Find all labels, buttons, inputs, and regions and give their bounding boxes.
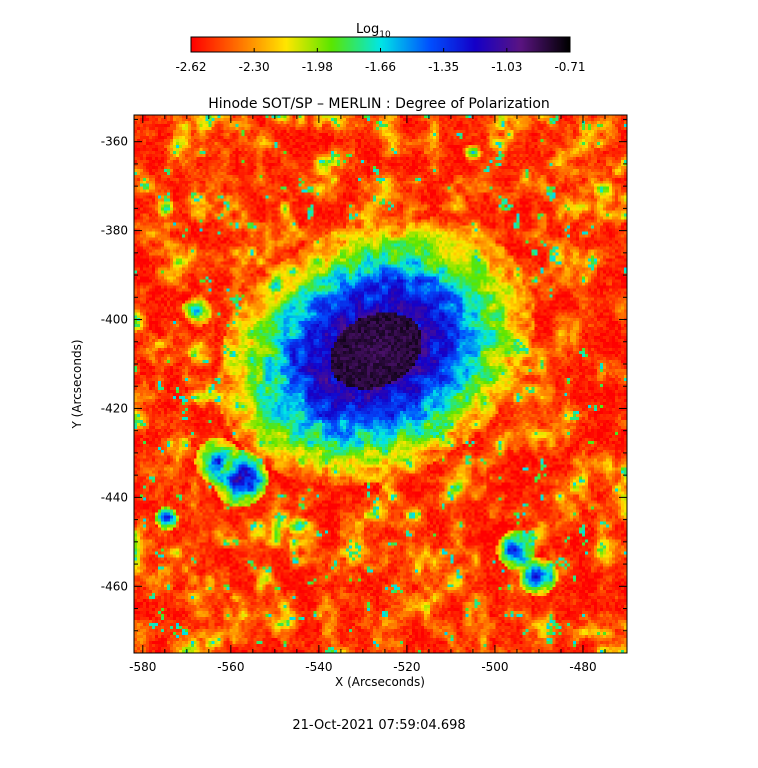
colorbar-tick-label: -2.62 — [175, 60, 206, 74]
colorbar-tick-label: -2.30 — [239, 60, 270, 74]
x-tick-label: -500 — [481, 660, 508, 674]
colorbar-ticks: -2.62 -2.30 -1.98 -1.66 -1.35 -1.03 -0.71 — [175, 48, 586, 74]
x-tick-label: -480 — [569, 660, 596, 674]
colorbar-tick-label: -1.03 — [491, 60, 522, 74]
polarization-map — [134, 115, 627, 653]
y-tick-label: -400 — [101, 313, 128, 327]
y-tick-label: -440 — [101, 490, 128, 504]
colorbar-tick-label: -0.71 — [554, 60, 585, 74]
x-axis-label: X (Arcseconds) — [335, 675, 425, 689]
timestamp: 21-Oct-2021 07:59:04.698 — [292, 718, 465, 733]
colorbar-tick-label: -1.66 — [365, 60, 396, 74]
plot-frame — [133, 114, 628, 654]
y-tick-label: -420 — [101, 401, 128, 415]
y-tick-label: -460 — [101, 579, 128, 593]
y-axis-label: Y (Arcseconds) — [70, 339, 84, 429]
axis-ticks: -580 -560 -540 -520 -500 -480 -360 -380 -400 -420… — [101, 115, 628, 674]
x-tick-label: -540 — [305, 660, 332, 674]
x-tick-label: -520 — [393, 660, 420, 674]
chart-title: Hinode SOT/SP – MERLIN : Degree of Polar… — [208, 96, 550, 112]
y-tick-label: -360 — [101, 135, 128, 149]
colorbar-label: Log10 — [356, 22, 391, 40]
colorbar-tick-label: -1.98 — [302, 60, 333, 74]
y-tick-label: -380 — [101, 224, 128, 238]
x-tick-label: -580 — [129, 660, 156, 674]
colorbar-tick-label: -1.35 — [428, 60, 459, 74]
x-tick-label: -560 — [217, 660, 244, 674]
colorbar-gradient — [191, 37, 570, 52]
